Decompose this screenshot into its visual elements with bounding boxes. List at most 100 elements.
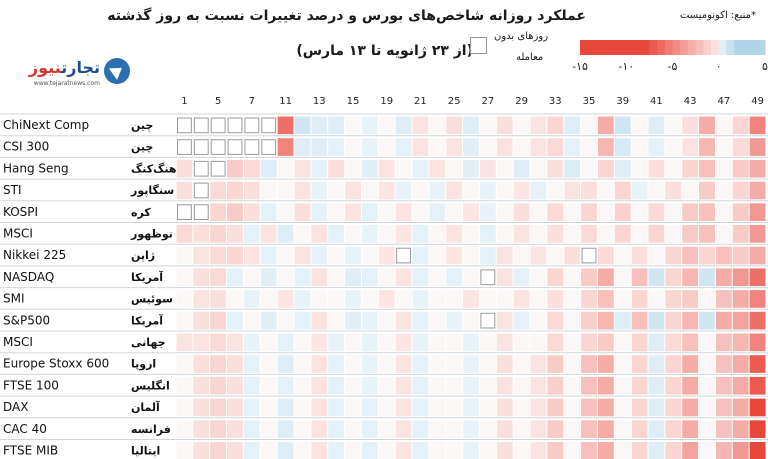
heatmap-cell	[210, 398, 227, 417]
heatmap-cell	[227, 159, 243, 178]
heatmap-cell	[665, 225, 682, 243]
heatmap-cell	[429, 203, 446, 221]
heatmap-cell	[311, 355, 328, 373]
heatmap-cell	[564, 225, 581, 243]
heatmap-cell	[547, 333, 564, 352]
x-tick-label: 5	[215, 96, 221, 107]
heatmap-cell	[597, 290, 614, 308]
heatmap-cell	[345, 333, 361, 352]
heatmap-cell	[361, 333, 378, 352]
heatmap-cell	[294, 203, 311, 221]
no-trade-cell	[193, 160, 209, 177]
heatmap-cell	[227, 333, 243, 352]
heatmap-cell	[665, 290, 682, 308]
heatmap-cell	[547, 159, 564, 178]
heatmap-cell	[345, 290, 361, 308]
heatmap-cell	[699, 116, 715, 135]
heatmap-cell	[564, 376, 581, 395]
heatmap-cell	[479, 246, 496, 265]
heatmap-cell	[429, 181, 446, 200]
heatmap-cell	[749, 442, 766, 459]
heatmap-cell	[648, 398, 665, 417]
heatmap-cell	[530, 355, 547, 373]
scale-segment	[734, 40, 743, 55]
row-index-label: MSCI	[3, 227, 33, 241]
heatmap-cell	[547, 138, 564, 156]
heatmap-cell	[294, 225, 311, 243]
heatmap-cell	[597, 376, 614, 395]
heatmap-cell	[378, 290, 395, 308]
heatmap-cell	[463, 203, 479, 221]
heatmap-cell	[260, 442, 277, 459]
heatmap-cell	[715, 333, 732, 352]
x-tick-label: 25	[448, 96, 461, 107]
heatmap-cell	[648, 203, 665, 221]
heatmap-cell	[311, 116, 328, 135]
heatmap-cell	[311, 138, 328, 156]
heatmap-cell	[328, 159, 345, 178]
heatmap-cell	[513, 116, 530, 135]
no-trade-cell	[244, 139, 260, 155]
heatmap-cell	[227, 311, 243, 330]
heatmap-cell	[429, 225, 446, 243]
heatmap-cell	[597, 420, 614, 438]
heatmap-cell	[193, 225, 210, 243]
heatmap-cell	[446, 420, 463, 438]
heatmap-cell	[176, 398, 193, 417]
heatmap-cell	[732, 138, 749, 156]
heatmap-cell	[345, 420, 361, 438]
heatmap-cell	[463, 420, 479, 438]
heatmap-cell	[732, 311, 749, 330]
heatmap-cell	[513, 268, 530, 287]
no-trade-cell	[480, 312, 496, 329]
heatmap-cell	[429, 246, 446, 265]
heatmap-cell	[345, 355, 361, 373]
heatmap-cell	[193, 420, 210, 438]
heatmap-cell	[699, 442, 715, 459]
heatmap-cell	[446, 376, 463, 395]
heatmap-cell	[429, 420, 446, 438]
x-tick-label: 39	[616, 96, 629, 107]
heatmap-cell	[210, 268, 227, 287]
heatmap-cell	[513, 398, 530, 417]
heatmap-cell	[564, 311, 581, 330]
heatmap-cell	[328, 268, 345, 287]
heatmap-cell	[479, 420, 496, 438]
heatmap-cell	[378, 398, 395, 417]
heatmap-cell	[631, 246, 648, 265]
heatmap-cell	[513, 181, 530, 200]
heatmap-cell	[378, 268, 395, 287]
heatmap-cell	[345, 203, 361, 221]
heatmap-cell	[378, 116, 395, 135]
heatmap-cell	[682, 290, 699, 308]
heatmap-cell	[294, 116, 311, 135]
row-country-label: آمریکا	[131, 313, 163, 327]
x-tick-label: 35	[583, 96, 596, 107]
no-trade-cell	[227, 139, 243, 155]
heatmap-cell	[564, 355, 581, 373]
heatmap-cell	[243, 420, 260, 438]
heatmap-cell	[496, 203, 513, 221]
heatmap-cell	[631, 225, 648, 243]
x-tick-label: 15	[347, 96, 360, 107]
heatmap-cell	[277, 398, 294, 417]
heatmap-cell	[395, 290, 412, 308]
heatmap-cell	[260, 203, 277, 221]
no-trade-legend-label-2: معامله	[516, 52, 544, 63]
heatmap-cell	[176, 333, 193, 352]
heatmap-cell	[513, 442, 530, 459]
heatmap-cell	[446, 181, 463, 200]
heatmap-cell	[631, 159, 648, 178]
heatmap-cell	[277, 246, 294, 265]
heatmap-cell	[176, 181, 193, 200]
heatmap-cell	[294, 181, 311, 200]
heatmap-cell	[176, 420, 193, 438]
row-index-label: ChiNext Comp	[3, 118, 89, 132]
heatmap-cell	[446, 268, 463, 287]
heatmap-cell	[715, 376, 732, 395]
heatmap-cell	[479, 290, 496, 308]
heatmap-cell	[395, 420, 412, 438]
heatmap-cell	[513, 355, 530, 373]
heatmap-cell	[294, 420, 311, 438]
x-tick-label: 41	[650, 96, 663, 107]
